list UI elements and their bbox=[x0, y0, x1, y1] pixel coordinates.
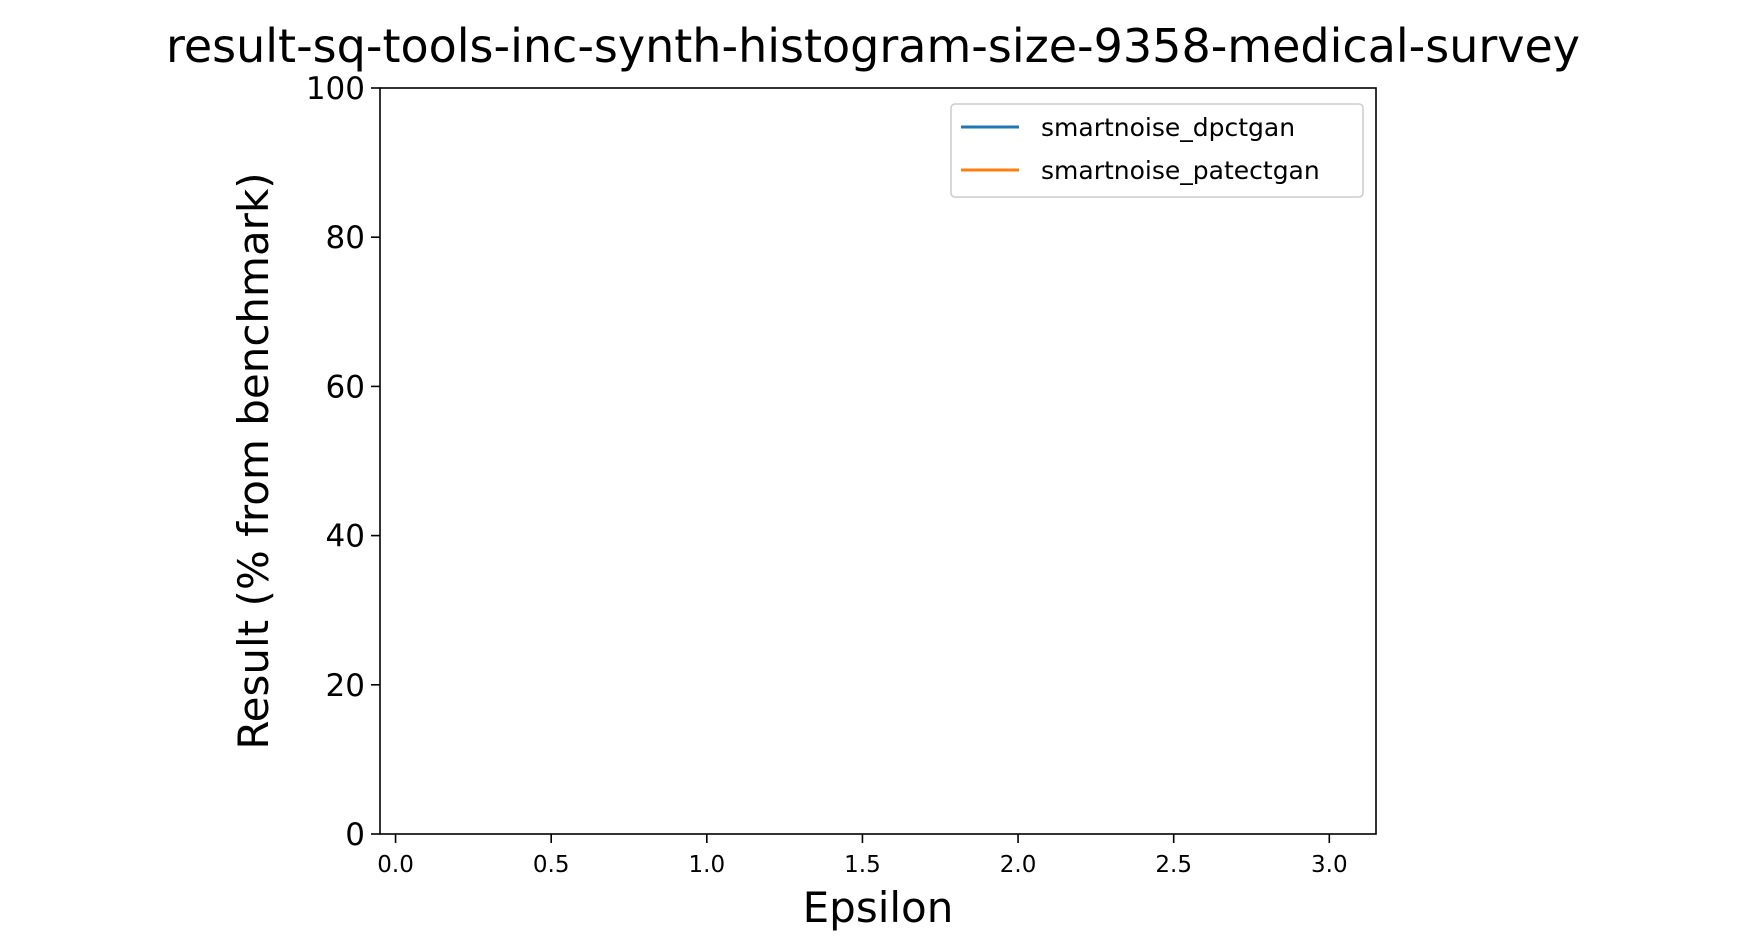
plot-frame bbox=[379, 87, 1377, 835]
y-axis-ticks: 0 20 40 60 80 100 bbox=[306, 71, 380, 853]
x-axis-label: Epsilon bbox=[803, 883, 954, 932]
y-tick-label: 60 bbox=[326, 369, 365, 405]
y-tick-label: 100 bbox=[306, 71, 365, 107]
x-tick-label: 3.0 bbox=[1311, 852, 1348, 878]
chart-title: result-sq-tools-inc-synth-histogram-size… bbox=[166, 19, 1580, 73]
y-axis-label: Result (% from benchmark) bbox=[229, 172, 278, 749]
x-tick-label: 0.5 bbox=[533, 852, 570, 878]
x-tick-label: 1.0 bbox=[689, 852, 726, 878]
x-tick-label: 2.0 bbox=[1000, 852, 1037, 878]
legend-label-smartnoise-patectgan: smartnoise_patectgan bbox=[1041, 156, 1320, 185]
legend-label-smartnoise-dpctgan: smartnoise_dpctgan bbox=[1041, 113, 1295, 142]
x-tick-label: 1.5 bbox=[844, 852, 881, 878]
x-tick-label: 2.5 bbox=[1155, 852, 1192, 878]
y-tick-label: 0 bbox=[345, 817, 365, 853]
legend: smartnoise_dpctgan smartnoise_patectgan bbox=[950, 103, 1364, 198]
y-tick-label: 80 bbox=[326, 220, 365, 256]
legend-box bbox=[950, 103, 1364, 198]
y-tick-label: 40 bbox=[326, 519, 365, 555]
x-tick-label: 0.0 bbox=[377, 852, 414, 878]
y-tick-label: 20 bbox=[326, 668, 365, 704]
x-axis-ticks: 0.0 0.5 1.0 1.5 2.0 2.5 3.0 bbox=[377, 834, 1348, 878]
plot-area bbox=[380, 88, 1376, 834]
